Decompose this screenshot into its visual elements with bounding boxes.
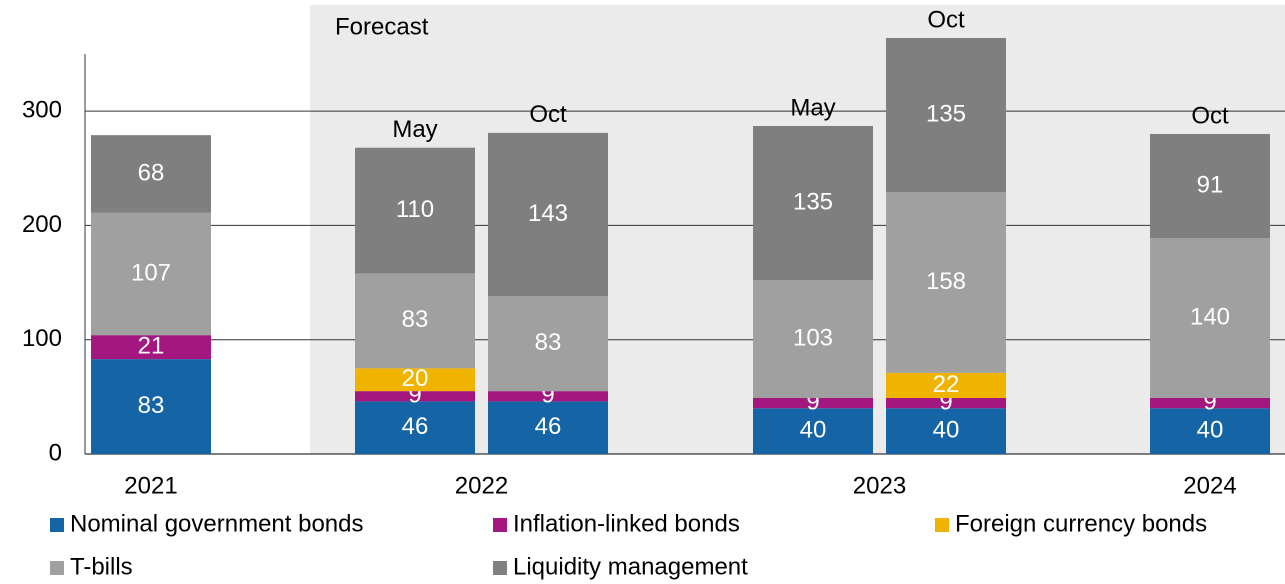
- value-label: 40: [1197, 416, 1224, 443]
- x-group-label: 2022: [455, 472, 508, 499]
- value-label: 20: [402, 365, 429, 392]
- bar-segment: [886, 372, 1006, 398]
- bar-segment: [488, 401, 608, 454]
- bar-segment: [886, 192, 1006, 373]
- legend-swatch: [50, 561, 64, 575]
- bar-segment: [886, 408, 1006, 454]
- value-label: 135: [926, 100, 966, 127]
- bar-segment: [91, 335, 211, 360]
- value-label: 103: [793, 324, 833, 351]
- bar-segment: [488, 132, 608, 297]
- value-label: 22: [933, 371, 960, 398]
- value-label: 143: [528, 200, 568, 227]
- bar-label: Oct: [529, 101, 567, 128]
- legend-label: Inflation-linked bonds: [513, 510, 740, 537]
- x-group-label: 2024: [1183, 472, 1236, 499]
- value-label: 83: [535, 329, 562, 356]
- bar-label: May: [392, 116, 437, 143]
- value-label: 68: [138, 159, 165, 186]
- legend-label: Liquidity management: [513, 553, 748, 580]
- bar-segment: [1150, 398, 1270, 409]
- value-label: 110: [396, 196, 434, 223]
- bar-segment: [355, 401, 475, 454]
- y-tick-label: 100: [22, 325, 62, 352]
- value-label: 158: [926, 268, 966, 295]
- bar-label: May: [790, 94, 835, 121]
- value-label: 83: [402, 306, 429, 333]
- bar-label: Oct: [927, 6, 965, 33]
- y-tick-label: 300: [22, 96, 62, 123]
- bar-segment: [753, 126, 873, 281]
- value-label: 135: [793, 188, 833, 215]
- bar-segment: [355, 391, 475, 402]
- legend-swatch: [493, 561, 507, 575]
- bar-segment: [1150, 238, 1270, 398]
- bar-segment: [753, 280, 873, 398]
- bar-segment: [886, 38, 1006, 193]
- forecast-label: Forecast: [335, 13, 429, 40]
- bar-segment: [488, 391, 608, 402]
- value-label: 21: [138, 332, 165, 359]
- bar-segment: [1150, 408, 1270, 454]
- bar-segment: [1150, 134, 1270, 238]
- legend-label: T-bills: [70, 553, 133, 580]
- value-label: 46: [535, 413, 562, 440]
- value-label: 140: [1190, 303, 1230, 330]
- legend-label: Nominal government bonds: [70, 510, 364, 537]
- bar-segment: [753, 408, 873, 454]
- y-tick-label: 200: [22, 211, 62, 238]
- value-label: 91: [1197, 171, 1224, 198]
- value-label: 83: [138, 392, 165, 419]
- legend-label: Foreign currency bonds: [955, 510, 1207, 537]
- bar-segment: [886, 398, 1006, 409]
- legend-swatch: [50, 518, 64, 532]
- bar-segment: [355, 368, 475, 392]
- bar-segment: [753, 398, 873, 409]
- value-label: 107: [131, 259, 171, 286]
- bar-segment: [91, 212, 211, 336]
- value-label: 40: [933, 416, 960, 443]
- value-label: 46: [402, 413, 429, 440]
- value-label: 40: [800, 416, 827, 443]
- legend-swatch: [935, 518, 949, 532]
- legend-swatch: [493, 518, 507, 532]
- x-group-label: 2023: [853, 472, 906, 499]
- bar-segment: [355, 147, 475, 274]
- bar-segment: [91, 359, 211, 454]
- bar-label: Oct: [1191, 102, 1229, 129]
- y-tick-label: 0: [49, 439, 62, 466]
- bar-segment: [488, 296, 608, 392]
- x-group-label: 2021: [124, 472, 177, 499]
- bar-segment: [355, 273, 475, 369]
- bar-segment: [91, 135, 211, 213]
